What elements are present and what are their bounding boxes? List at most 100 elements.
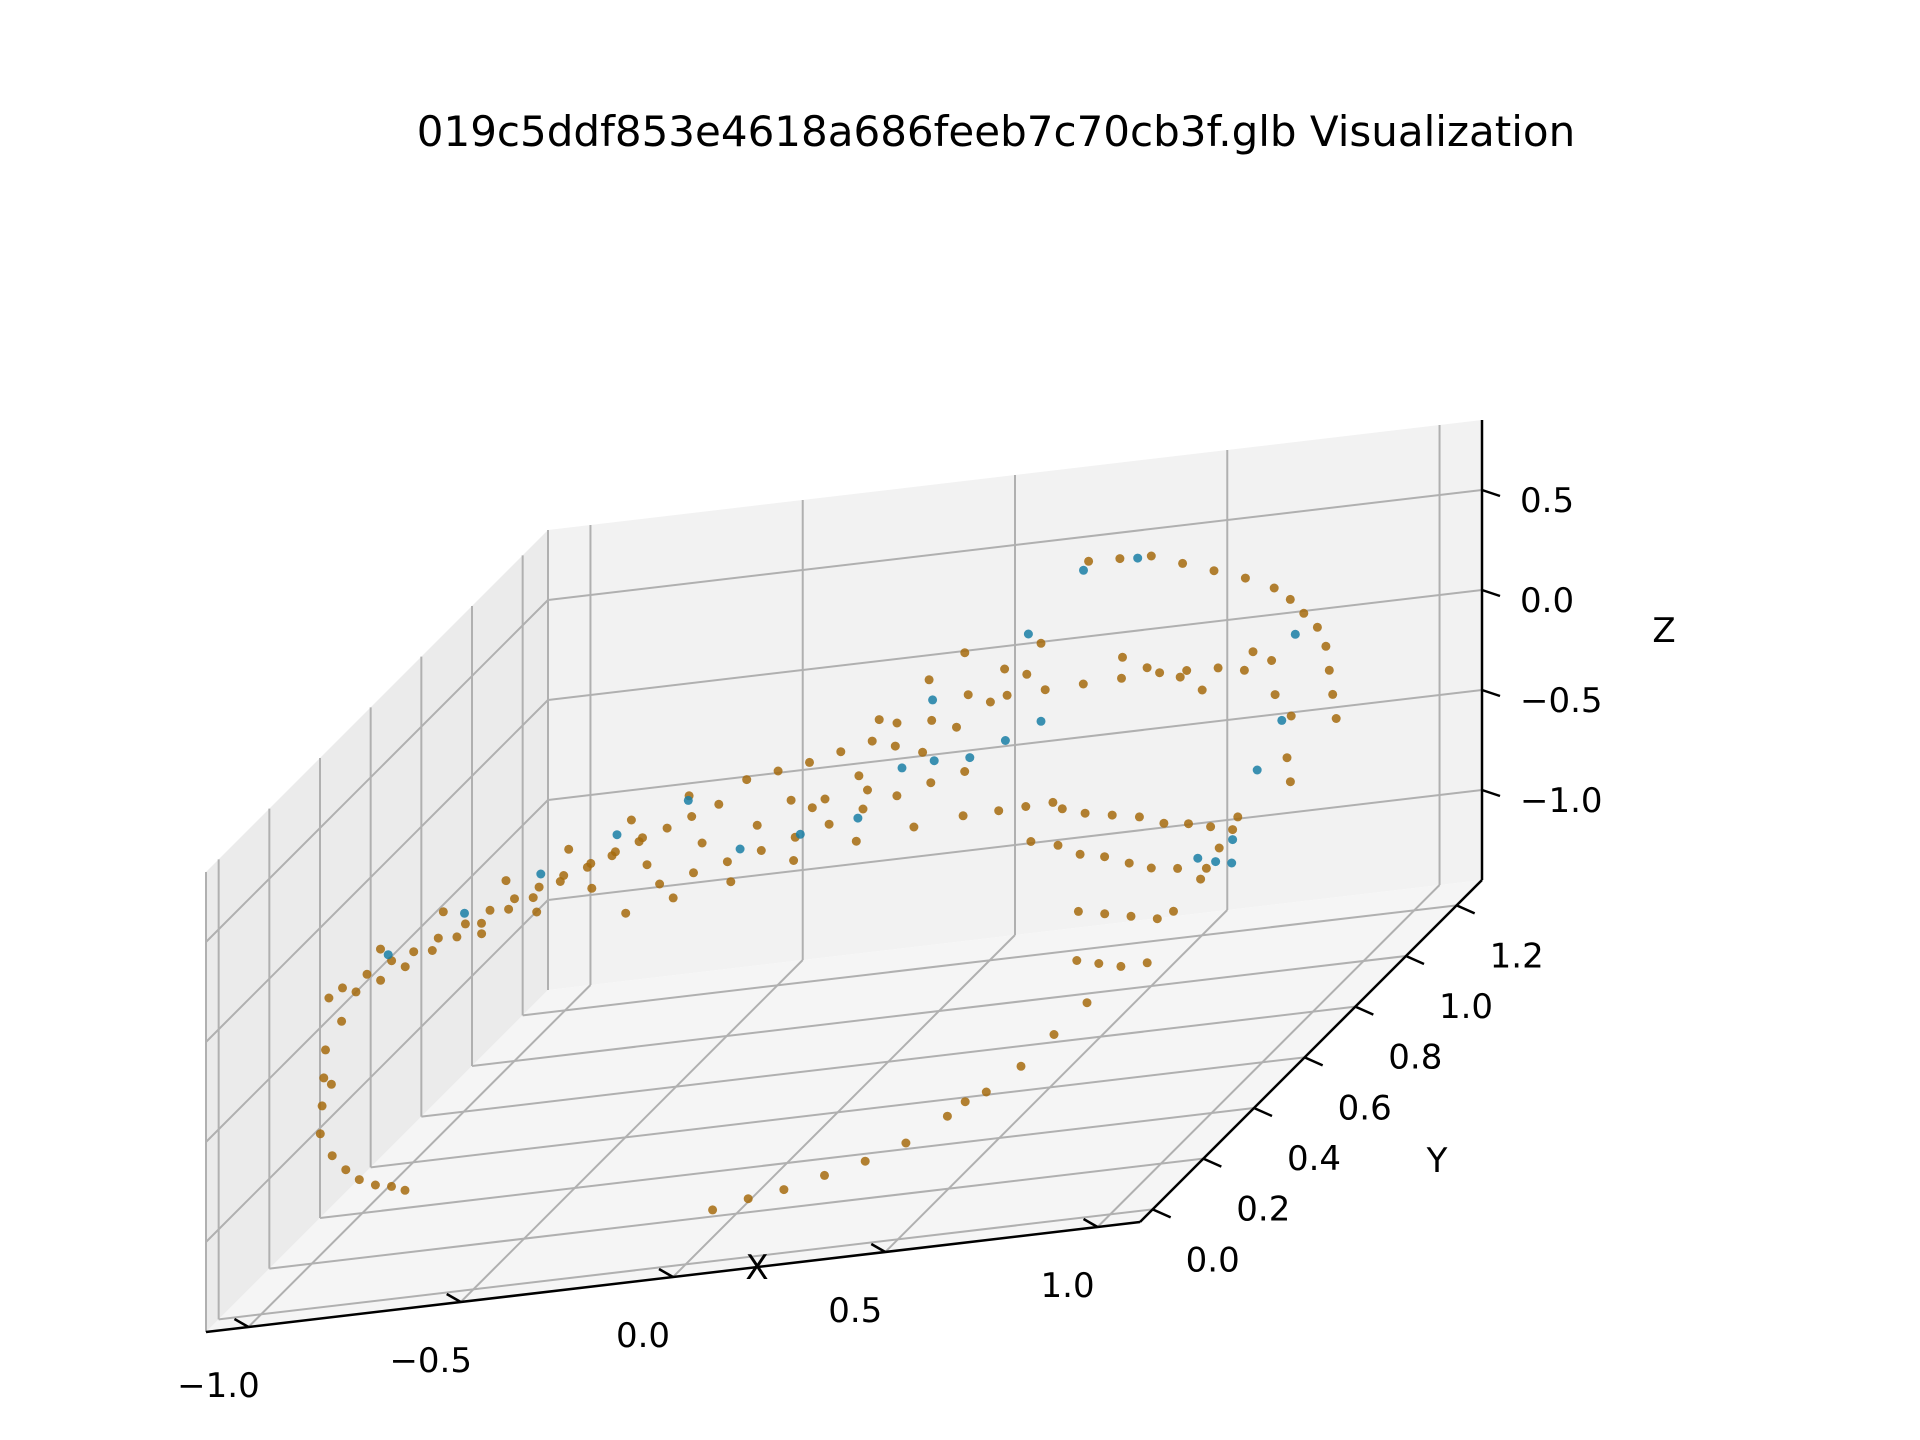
point-main [1072, 956, 1082, 965]
point-main [963, 690, 973, 700]
y-tick [1253, 1106, 1273, 1118]
point-main [655, 879, 665, 889]
point-main [851, 836, 861, 846]
point-main [1116, 961, 1126, 971]
point-main [924, 675, 934, 685]
x-grid-floor [1096, 884, 1441, 1228]
point-main [981, 1087, 991, 1097]
point-main [1184, 819, 1193, 829]
point-main [528, 893, 538, 903]
point-main [400, 962, 410, 972]
point-main [1248, 647, 1258, 657]
point-main [1206, 822, 1216, 832]
point-main [807, 803, 817, 813]
z-grid-back [547, 689, 1483, 801]
point-main [501, 876, 511, 886]
point-highlight [965, 753, 975, 763]
point-main [1126, 911, 1136, 921]
z-tick [1481, 588, 1501, 598]
point-main [1233, 812, 1243, 822]
point-main [960, 1097, 970, 1107]
side-pane [206, 530, 548, 1332]
point-highlight [1000, 736, 1010, 745]
point-main [854, 771, 864, 781]
point-main [327, 1151, 337, 1161]
point-main [820, 794, 830, 804]
point-highlight [928, 695, 938, 705]
point-main [400, 1185, 410, 1195]
point-highlight [536, 869, 546, 879]
point-highlight [853, 813, 863, 823]
point-main [427, 946, 437, 955]
point-main [1267, 656, 1277, 665]
x-tick-label: 1.0 [1041, 1266, 1095, 1306]
point-main [1118, 652, 1127, 662]
x-grid-floor [247, 984, 592, 1328]
point-highlight [683, 795, 693, 805]
point-highlight [1023, 629, 1033, 639]
point-main [315, 1129, 325, 1139]
point-main [668, 893, 678, 903]
point-main [1100, 852, 1110, 862]
point-main [1228, 825, 1238, 835]
point-main [1142, 958, 1152, 968]
point-main [409, 947, 419, 957]
point-main [1328, 689, 1338, 699]
point-main [1094, 959, 1104, 968]
x-tick-label: 0.5 [828, 1291, 882, 1331]
point-main [708, 1205, 718, 1215]
point-main [722, 857, 732, 867]
point-main [477, 918, 486, 928]
point-highlight [1227, 858, 1237, 868]
y-tick-label: 0.8 [1388, 1038, 1442, 1078]
y-grid-floor [319, 1107, 1255, 1219]
tick-labels: −1.0 −0.5 0.0 0.5 1.0 0.0 0.2 0.4 0.6 0.8 1.0 1.2 −1… [177, 481, 1602, 1406]
point-main [805, 757, 814, 767]
point-main [820, 1170, 829, 1180]
point-main [607, 851, 617, 861]
z-tick-label: 0.5 [1520, 481, 1574, 521]
y-grid-floor [471, 955, 1407, 1067]
point-main [985, 697, 995, 707]
x-tick [446, 1292, 462, 1304]
point-main [1134, 812, 1144, 822]
x-tick [870, 1242, 886, 1254]
axes [205, 420, 1501, 1334]
point-main [824, 819, 834, 829]
point-highlight [1252, 765, 1262, 775]
point-main [1002, 690, 1012, 700]
y-tick-label: 0.0 [1186, 1240, 1240, 1280]
point-main [789, 856, 799, 865]
y-axis-label: Y [1426, 1141, 1448, 1181]
point-main [1270, 690, 1280, 700]
point-main [890, 741, 900, 751]
point-main [742, 775, 752, 785]
y-tick [1354, 1005, 1374, 1016]
point-main [960, 648, 970, 658]
point-main [317, 1101, 327, 1111]
point-main [460, 919, 470, 929]
point-main [1285, 777, 1295, 787]
point-main [1169, 906, 1178, 916]
point-main [1124, 858, 1134, 868]
point-main [1142, 663, 1152, 673]
point-main [1286, 711, 1296, 721]
point-main [752, 820, 762, 830]
y-axis-line [1139, 879, 1483, 1223]
point-main [1100, 909, 1110, 919]
point-main [1197, 685, 1207, 695]
y-grid-floor [421, 1005, 1356, 1118]
point-main [1214, 843, 1224, 853]
point-main [1022, 669, 1032, 679]
point-main [726, 877, 736, 887]
point-main [858, 804, 868, 814]
chart-title: 019c5ddf853e4618a686feeb7c70cb3f.glb Vis… [417, 107, 1575, 156]
point-main [1282, 753, 1292, 763]
point-main [1115, 554, 1125, 564]
point-main [1152, 914, 1162, 924]
point-main [786, 795, 796, 805]
point-main [1178, 558, 1188, 568]
y-tick-label: 0.2 [1236, 1190, 1290, 1230]
point-main [1269, 583, 1279, 593]
point-main [1048, 797, 1058, 807]
